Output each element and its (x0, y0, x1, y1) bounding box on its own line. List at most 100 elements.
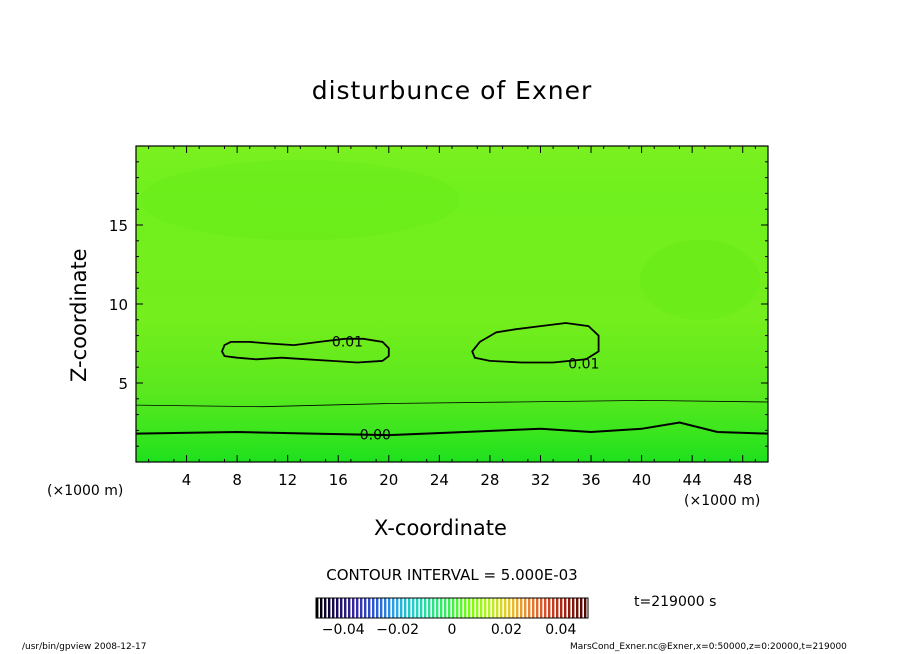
colorbar-cell (500, 598, 503, 618)
colorbar-tick-label: 0 (448, 622, 457, 638)
x-tick-label: 40 (632, 471, 651, 489)
colorbar-cell (556, 598, 559, 618)
colorbar-cell (508, 598, 511, 618)
colorbar-cell (332, 598, 335, 618)
colorbar-cell (560, 598, 563, 618)
colorbar-cell (504, 598, 507, 618)
colorbar-cell (456, 598, 459, 618)
x-tick-label: 20 (379, 471, 398, 489)
footer-source: MarsCond_Exner.nc@Exner,x=0:50000,z=0:20… (570, 642, 847, 652)
field-highlight (640, 240, 760, 320)
colorbar-cell (380, 598, 383, 618)
field-highlight (140, 160, 460, 240)
colorbar-cell (316, 598, 319, 618)
x-tick-label: 48 (733, 471, 752, 489)
colorbar-cell (576, 598, 579, 618)
x-tick-label: 24 (430, 471, 449, 489)
colorbar-cell (364, 598, 367, 618)
contour-label: 0.01 (568, 356, 599, 372)
colorbar-cell (492, 598, 495, 618)
x-unit-label-right: (×1000 m) (684, 493, 761, 509)
colorbar-tick-label: 0.04 (545, 622, 576, 638)
y-tick-label: 5 (118, 375, 128, 393)
colorbar-tick-label: −0.04 (322, 622, 365, 638)
colorbar-cell (372, 598, 375, 618)
colorbar-cell (336, 598, 339, 618)
x-tick-label: 44 (683, 471, 702, 489)
colorbar-cell (392, 598, 395, 618)
colorbar-cell (388, 598, 391, 618)
x-tick-label: 8 (232, 471, 242, 489)
x-tick-label: 16 (329, 471, 348, 489)
colorbar-cell (400, 598, 403, 618)
colorbar-cell (324, 598, 327, 618)
colorbar-cell (360, 598, 363, 618)
contour-label: 0.00 (360, 428, 391, 444)
time-label: t=219000 s (634, 594, 717, 610)
colorbar-cell (564, 598, 567, 618)
colorbar-cell (496, 598, 499, 618)
colorbar-cell (572, 598, 575, 618)
y-tick-label: 10 (109, 296, 128, 314)
colorbar-cell (356, 598, 359, 618)
colorbar-cell (432, 598, 435, 618)
contour-interval-label: CONTOUR INTERVAL = 5.000E-03 (326, 566, 578, 584)
colorbar-cell (532, 598, 535, 618)
colorbar-cell (568, 598, 571, 618)
x-tick-label: 4 (182, 471, 192, 489)
colorbar-cell (480, 598, 483, 618)
colorbar-cell (544, 598, 547, 618)
colorbar-cell (460, 598, 463, 618)
colorbar-cell (524, 598, 527, 618)
x-axis-label: X-coordinate (374, 516, 507, 540)
x-tick-label: 28 (480, 471, 499, 489)
colorbar-cell (472, 598, 475, 618)
colorbar-cell (548, 598, 551, 618)
colorbar-cell (420, 598, 423, 618)
colorbar-cell (476, 598, 479, 618)
colorbar-frame (315, 597, 589, 619)
x-tick-label: 12 (278, 471, 297, 489)
y-axis-label: Z-coordinate (67, 248, 91, 382)
colorbar-cell (328, 598, 331, 618)
colorbar-cell (340, 598, 343, 618)
colorbar-tick-label: 0.02 (491, 622, 522, 638)
colorbar-cell (348, 598, 351, 618)
colorbar-cell (516, 598, 519, 618)
colorbar-cell (428, 598, 431, 618)
colorbar-cell (424, 598, 427, 618)
colorbar-cell (444, 598, 447, 618)
colorbar-cell (464, 598, 467, 618)
colorbar-cell (416, 598, 419, 618)
x-unit-label-left: (×1000 m) (47, 483, 124, 499)
colorbar-cell (580, 598, 583, 618)
colorbar-cell (452, 598, 455, 618)
colorbar-cell (436, 598, 439, 618)
colorbar-cell (488, 598, 491, 618)
colorbar-cell (376, 598, 379, 618)
colorbar-cell (320, 598, 323, 618)
colorbar-cell (552, 598, 555, 618)
colorbar-tick-label: −0.02 (376, 622, 419, 638)
contour-label: 0.01 (332, 334, 363, 350)
colorbar-cell (512, 598, 515, 618)
colorbar-cell (440, 598, 443, 618)
contour-closed-0 (221, 337, 390, 364)
y-tick-label: 15 (109, 217, 128, 235)
colorbar-cell (396, 598, 399, 618)
contour-line-0 (135, 399, 769, 408)
footer-program-date: /usr/bin/gpview 2008-12-17 (22, 642, 147, 652)
colorbar-cell (384, 598, 387, 618)
colorbar-cell (448, 598, 451, 618)
colorbar-cell (484, 598, 487, 618)
colorbar-cell (344, 598, 347, 618)
contour-closed-1 (471, 322, 600, 364)
contour-line-1 (135, 421, 769, 437)
colorbar-cell (368, 598, 371, 618)
colorbar-cell (408, 598, 411, 618)
colorbar-cell (536, 598, 539, 618)
x-tick-label: 36 (581, 471, 600, 489)
x-tick-label: 32 (531, 471, 550, 489)
colorbar-cell (528, 598, 531, 618)
